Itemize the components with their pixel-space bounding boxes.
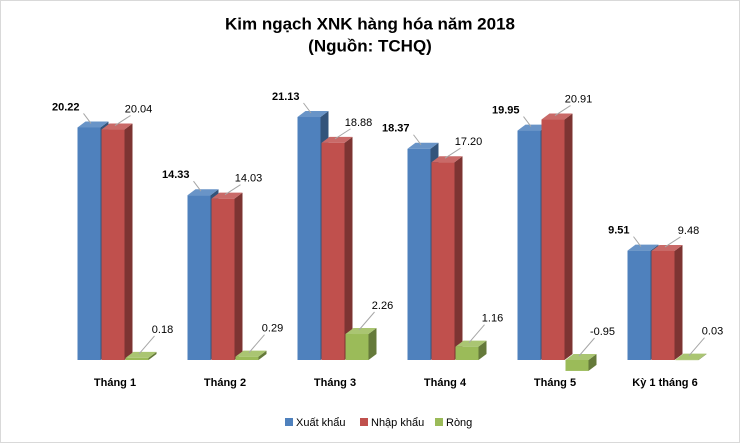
- bar-top: [345, 328, 377, 335]
- bar: [101, 129, 125, 360]
- bar-top: [627, 244, 659, 251]
- data-label: 20.04: [125, 103, 153, 115]
- legend-swatch: [360, 418, 368, 426]
- bar-top: [651, 244, 683, 251]
- bar-side: [454, 156, 463, 360]
- bar-side: [148, 351, 157, 360]
- bar-side: [234, 192, 243, 360]
- bar: [407, 148, 431, 360]
- label-leader: [224, 184, 241, 196]
- label-leader: [138, 335, 155, 355]
- label-leader: [664, 236, 681, 248]
- bar: [235, 356, 259, 360]
- bar-side: [344, 136, 353, 360]
- legend-label: Ròng: [446, 417, 472, 429]
- bar-top: [675, 353, 707, 360]
- label-leader: [523, 116, 532, 127]
- bar: [565, 360, 589, 371]
- bar-side: [674, 244, 683, 360]
- bar-top: [77, 121, 109, 128]
- bar-side: [564, 113, 573, 360]
- bar-top: [455, 340, 487, 347]
- bar-top: [321, 136, 353, 143]
- bar-side: [258, 350, 267, 360]
- bar: [431, 162, 455, 360]
- bar-top: [565, 354, 597, 360]
- bar: [541, 119, 565, 360]
- x-tick-label: Tháng 4: [424, 377, 467, 389]
- bar-top: [431, 156, 463, 163]
- bar: [517, 130, 541, 360]
- bar: [345, 334, 369, 360]
- data-label: 9.51: [608, 225, 629, 237]
- label-leader: [468, 324, 485, 343]
- label-leader: [413, 134, 422, 146]
- label-leader: [688, 337, 705, 356]
- data-label: 18.37: [382, 123, 410, 135]
- label-leader: [248, 334, 265, 353]
- data-label: 0.03: [702, 326, 723, 338]
- label-leader: [83, 113, 92, 124]
- data-label: 0.29: [262, 323, 283, 335]
- legend-label: Xuất khẩu: [296, 417, 346, 429]
- bar-top: [187, 189, 219, 196]
- data-label: 19.95: [492, 104, 520, 116]
- bar: [297, 117, 321, 360]
- label-leader: [303, 102, 312, 114]
- label-leader: [444, 147, 461, 159]
- label-leader: [334, 128, 351, 140]
- chart-title: Kim ngạch XNK hàng hóa năm 2018: [225, 14, 515, 33]
- bar-side: [368, 328, 377, 360]
- data-label: 20.22: [52, 101, 80, 113]
- bar: [651, 250, 675, 360]
- bar-side: [588, 354, 597, 371]
- legend-swatch: [435, 418, 443, 426]
- data-label: 1.16: [482, 313, 503, 325]
- x-tick-label: Tháng 2: [204, 377, 246, 389]
- data-label: 14.03: [235, 173, 263, 185]
- x-tick-label: Tháng 3: [314, 377, 356, 389]
- bar: [321, 142, 345, 360]
- bar-top: [211, 192, 243, 199]
- data-label: 18.88: [345, 117, 373, 129]
- x-tick-label: Tháng 1: [94, 377, 136, 389]
- bar: [627, 250, 651, 360]
- legend-label: Nhập khẩu: [371, 417, 424, 429]
- bar-side: [698, 353, 707, 361]
- data-label: 17.20: [455, 136, 483, 148]
- data-label: 14.33: [162, 169, 190, 181]
- bar: [77, 127, 101, 360]
- label-leader: [114, 115, 131, 126]
- bar: [187, 195, 211, 360]
- label-leader: [578, 337, 595, 357]
- data-label: 21.13: [272, 91, 300, 103]
- label-leader: [633, 236, 642, 247]
- chart-subtitle: (Nguồn: TCHQ): [308, 36, 432, 55]
- x-tick-label: Tháng 5: [534, 377, 576, 389]
- bar-top: [125, 351, 157, 358]
- bar: [455, 346, 479, 360]
- bar-top: [235, 350, 267, 357]
- data-label: -0.95: [590, 326, 615, 338]
- bar-top: [517, 124, 549, 131]
- bar-top: [541, 113, 573, 120]
- legend-swatch: [285, 418, 293, 426]
- bar-top: [101, 123, 133, 130]
- bar: [675, 359, 699, 361]
- bar-side: [124, 123, 133, 360]
- label-leader: [554, 105, 571, 116]
- bar-top: [297, 111, 329, 118]
- data-label: 20.91: [565, 93, 593, 105]
- data-label: 9.48: [678, 225, 699, 237]
- data-label: 0.18: [152, 324, 173, 336]
- data-label: 2.26: [372, 300, 393, 312]
- bar-top: [407, 142, 439, 149]
- bar: [125, 357, 149, 360]
- x-tick-label: Kỳ 1 tháng 6: [632, 377, 697, 389]
- bar-side: [478, 340, 487, 360]
- bar: [211, 198, 235, 360]
- label-leader: [193, 180, 202, 192]
- label-leader: [358, 311, 375, 331]
